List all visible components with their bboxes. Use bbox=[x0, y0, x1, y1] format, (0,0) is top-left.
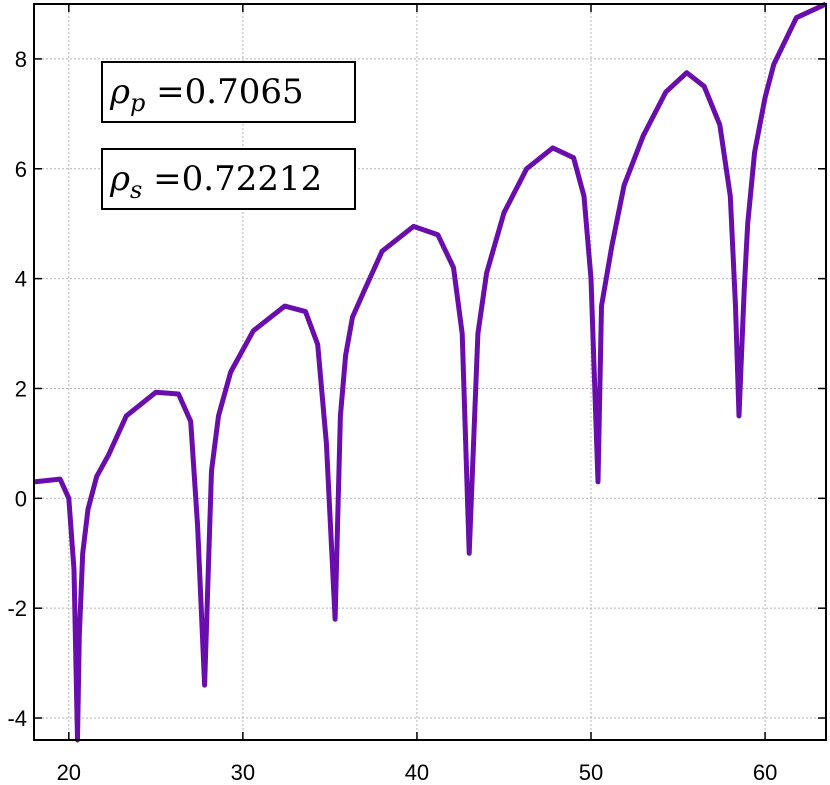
annotation-frame bbox=[101, 61, 356, 123]
annotation-frame bbox=[101, 148, 356, 210]
annotation-value: =0.7065 bbox=[145, 72, 303, 112]
series-line bbox=[33, 1, 828, 743]
y-tick-label: -2 bbox=[7, 596, 27, 621]
y-tick-label: 2 bbox=[15, 376, 27, 401]
series-layer bbox=[33, 1, 828, 743]
annotation-subscript: s bbox=[130, 176, 142, 204]
x-tick-label: 40 bbox=[405, 760, 429, 785]
y-tick-label: 6 bbox=[15, 157, 27, 182]
annotation-subscript: p bbox=[130, 89, 145, 117]
annotation-symbol: ρ bbox=[109, 72, 130, 112]
x-tick-label: 50 bbox=[579, 760, 603, 785]
y-tick-labels: -4 -2 0 2 4 6 8 bbox=[7, 47, 27, 731]
plot-frame bbox=[33, 3, 827, 741]
annotation-symbol: ρ bbox=[109, 159, 130, 199]
x-tick-label: 30 bbox=[231, 760, 255, 785]
y-tick-label: 8 bbox=[15, 47, 27, 72]
x-tick-label: 60 bbox=[753, 760, 777, 785]
annotation-box: ρp =0.7065 bbox=[101, 61, 356, 123]
annotation-text: ρp =0.7065 bbox=[109, 72, 304, 117]
y-gridlines bbox=[34, 58, 826, 719]
x-tick-label: 20 bbox=[57, 760, 81, 785]
annotation-value: =0.72212 bbox=[142, 159, 322, 199]
annotation-text: ρs =0.72212 bbox=[109, 159, 322, 204]
y-tick-label: 4 bbox=[15, 267, 27, 292]
y-tick-label: -4 bbox=[7, 706, 27, 731]
annotation-box: ρs =0.72212 bbox=[101, 148, 356, 210]
x-gridlines bbox=[68, 4, 766, 740]
x-tick-labels: 20 30 40 50 60 bbox=[57, 760, 778, 785]
y-tick-label: 0 bbox=[15, 486, 27, 511]
